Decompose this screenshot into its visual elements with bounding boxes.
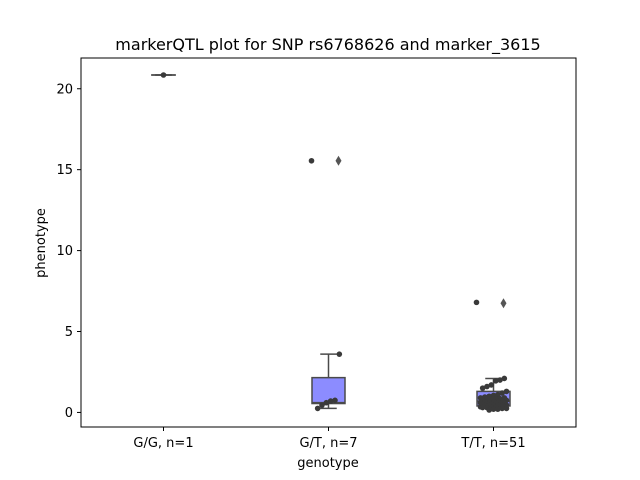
plot-area — [151, 72, 511, 413]
data-point — [323, 399, 330, 406]
data-point — [503, 388, 510, 395]
x-axis-label: genotype — [297, 456, 358, 471]
data-point — [484, 383, 490, 390]
data-point — [160, 72, 167, 78]
y-tick-label: 5 — [65, 325, 73, 340]
x-axis: G/G, n=1 G/T, n=7 T/T, n=51 — [133, 427, 526, 451]
data-point — [336, 351, 343, 357]
data-point — [501, 375, 508, 382]
x-tick-label: G/G, n=1 — [133, 436, 193, 451]
y-tick-label: 0 — [65, 406, 73, 421]
box-group — [311, 155, 346, 410]
y-tick-label: 15 — [56, 163, 73, 178]
y-axis-label: phenotype — [34, 208, 49, 278]
y-tick-label: 20 — [56, 82, 73, 97]
x-tick-label: T/T, n=51 — [460, 436, 525, 451]
data-point — [473, 299, 480, 306]
outlier-marker — [335, 155, 342, 166]
x-tick-label: G/T, n=7 — [299, 436, 357, 451]
chart-title: markerQTL plot for SNP rs6768626 and mar… — [115, 35, 540, 55]
data-point — [332, 397, 338, 404]
outlier-marker — [500, 298, 507, 309]
data-point — [479, 404, 486, 411]
data-point — [488, 382, 495, 388]
data-point — [492, 378, 499, 384]
y-tick-label: 10 — [56, 244, 73, 259]
data-point — [308, 157, 315, 164]
data-point — [503, 405, 510, 412]
data-point — [490, 406, 497, 412]
data-point — [486, 407, 492, 413]
data-point — [314, 405, 321, 412]
data-point — [319, 402, 325, 408]
data-point — [327, 398, 334, 404]
data-point — [479, 385, 486, 391]
data-point — [499, 405, 505, 412]
data-point — [497, 377, 503, 383]
data-point — [499, 390, 505, 396]
data-point — [495, 406, 501, 412]
y-axis: 0 5 10 15 20 — [56, 82, 81, 421]
